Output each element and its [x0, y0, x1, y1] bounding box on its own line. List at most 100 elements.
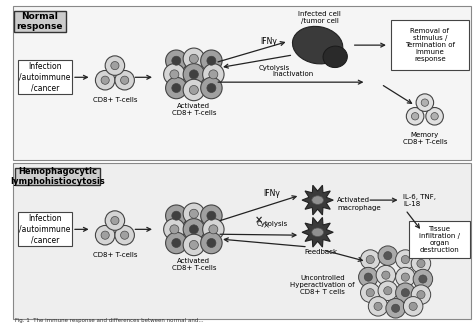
Circle shape: [165, 77, 187, 99]
Circle shape: [366, 289, 374, 297]
Circle shape: [361, 250, 380, 269]
Circle shape: [378, 281, 398, 301]
Circle shape: [403, 297, 423, 316]
Circle shape: [165, 50, 187, 71]
Circle shape: [409, 302, 417, 310]
Circle shape: [207, 211, 216, 220]
FancyBboxPatch shape: [18, 212, 72, 246]
Circle shape: [384, 252, 392, 260]
Circle shape: [411, 254, 431, 273]
FancyBboxPatch shape: [391, 20, 469, 71]
Circle shape: [202, 218, 224, 240]
Circle shape: [361, 283, 380, 303]
FancyBboxPatch shape: [18, 60, 72, 94]
Ellipse shape: [312, 196, 323, 204]
Circle shape: [411, 285, 431, 305]
Text: Cytolysis: Cytolysis: [256, 221, 287, 227]
Text: Tissue
infiltration /
organ
destruction: Tissue infiltration / organ destruction: [419, 226, 460, 253]
Circle shape: [392, 304, 400, 312]
Polygon shape: [302, 217, 333, 247]
Circle shape: [421, 99, 428, 106]
Text: CD8+ T-cells: CD8+ T-cells: [92, 252, 137, 258]
Circle shape: [164, 64, 185, 85]
Circle shape: [401, 256, 410, 264]
Circle shape: [431, 113, 438, 120]
Circle shape: [201, 232, 222, 254]
Ellipse shape: [292, 26, 343, 64]
Circle shape: [183, 48, 205, 70]
Circle shape: [396, 267, 415, 287]
Circle shape: [417, 291, 425, 299]
Circle shape: [120, 76, 129, 84]
Text: Memory
CD8+ T-cells: Memory CD8+ T-cells: [402, 132, 447, 145]
Circle shape: [364, 273, 373, 281]
Text: IFNγ: IFNγ: [264, 189, 280, 198]
Circle shape: [115, 225, 135, 245]
Text: Hemophagocytic
lymphohistiocytosis: Hemophagocytic lymphohistiocytosis: [10, 167, 105, 186]
FancyBboxPatch shape: [13, 163, 471, 319]
Circle shape: [396, 250, 415, 269]
Circle shape: [406, 108, 424, 125]
Circle shape: [95, 71, 115, 90]
Text: Activated: Activated: [337, 197, 370, 203]
Circle shape: [172, 238, 181, 248]
Circle shape: [189, 240, 198, 250]
Circle shape: [101, 231, 109, 239]
Circle shape: [207, 238, 216, 248]
Text: IFNγ: IFNγ: [261, 37, 277, 46]
Circle shape: [374, 302, 382, 310]
Circle shape: [378, 246, 398, 265]
FancyBboxPatch shape: [409, 220, 470, 258]
Circle shape: [426, 108, 443, 125]
Circle shape: [189, 85, 198, 94]
Circle shape: [189, 70, 198, 79]
Circle shape: [416, 94, 434, 112]
FancyBboxPatch shape: [14, 11, 66, 32]
Circle shape: [201, 50, 222, 71]
Circle shape: [376, 265, 396, 285]
Ellipse shape: [323, 46, 347, 68]
Circle shape: [401, 273, 410, 281]
Circle shape: [189, 209, 198, 218]
Circle shape: [172, 83, 181, 93]
Circle shape: [165, 205, 187, 226]
Circle shape: [384, 287, 392, 295]
Text: Infection
/autoimmune
/cancer: Infection /autoimmune /cancer: [19, 214, 71, 244]
Circle shape: [115, 71, 135, 90]
Text: macrophage: macrophage: [337, 205, 381, 211]
Text: Inactivation: Inactivation: [273, 71, 314, 77]
Circle shape: [358, 267, 378, 287]
Text: Removal of
stimulus /
Termination of
immune
response: Removal of stimulus / Termination of imm…: [405, 28, 455, 62]
Circle shape: [111, 62, 119, 70]
Text: Activated
CD8+ T-cells: Activated CD8+ T-cells: [172, 258, 216, 271]
Text: Uncontrolled
Hyperactivation of
CD8+ T cells: Uncontrolled Hyperactivation of CD8+ T c…: [290, 275, 355, 295]
Circle shape: [172, 211, 181, 220]
Ellipse shape: [312, 228, 323, 237]
Polygon shape: [302, 185, 333, 215]
Text: ×: ×: [263, 221, 270, 230]
Circle shape: [170, 225, 179, 234]
Circle shape: [111, 216, 119, 225]
Circle shape: [105, 56, 125, 75]
Circle shape: [413, 269, 433, 289]
Circle shape: [209, 225, 218, 234]
Circle shape: [401, 289, 410, 297]
Text: Feedback: Feedback: [304, 249, 337, 255]
Circle shape: [183, 79, 205, 101]
Circle shape: [183, 64, 205, 85]
Text: Infection
/autoimmune
/cancer: Infection /autoimmune /cancer: [19, 62, 71, 92]
Text: ×: ×: [255, 215, 263, 225]
Circle shape: [386, 299, 405, 318]
Circle shape: [183, 234, 205, 256]
Circle shape: [165, 232, 187, 254]
FancyBboxPatch shape: [13, 6, 471, 160]
Circle shape: [95, 225, 115, 245]
FancyBboxPatch shape: [15, 168, 100, 185]
Circle shape: [172, 56, 181, 65]
Circle shape: [170, 70, 179, 79]
Circle shape: [201, 77, 222, 99]
Circle shape: [396, 283, 415, 303]
Circle shape: [101, 76, 109, 84]
Circle shape: [105, 211, 125, 230]
Circle shape: [382, 271, 390, 279]
